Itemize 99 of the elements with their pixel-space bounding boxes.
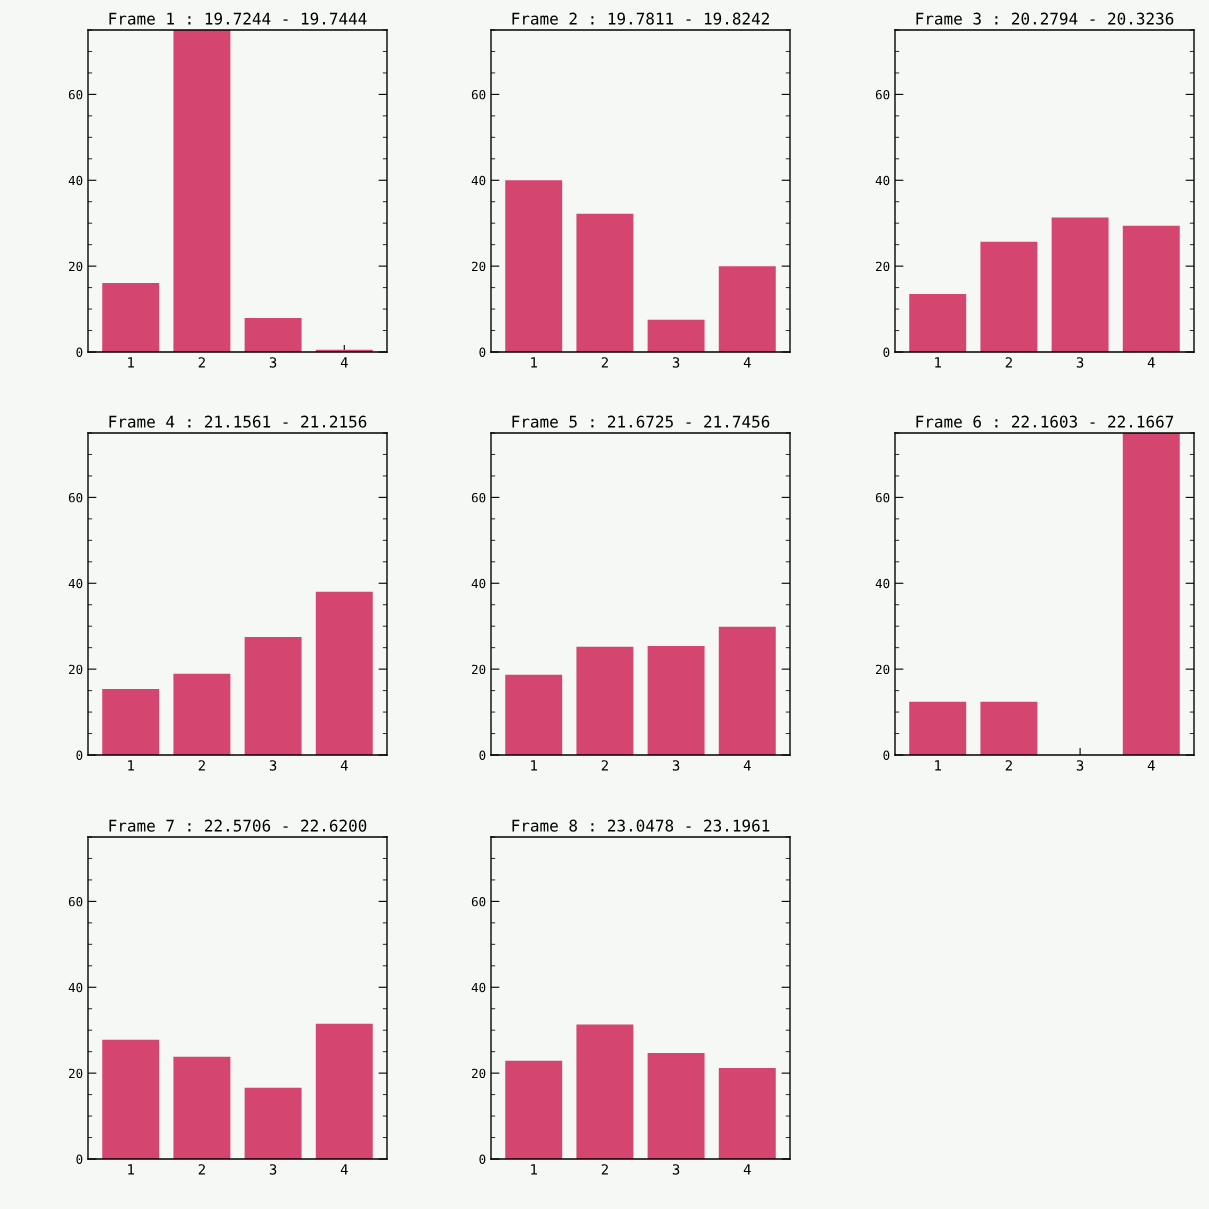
- y-tick-label: 40: [68, 578, 83, 589]
- bar: [718, 266, 776, 352]
- chart-title: Frame 2 : 19.7811 - 19.8242: [512, 12, 769, 25]
- y-tick-label: 0: [479, 347, 486, 357]
- bar: [244, 318, 302, 352]
- bar: [102, 688, 160, 755]
- x-tick-label: 3: [1076, 357, 1084, 368]
- bar: [244, 1087, 302, 1159]
- y-tick-label: 60: [875, 89, 890, 100]
- y-tick-label: 0: [883, 347, 890, 357]
- y-tick-label: 20: [876, 261, 890, 272]
- x-tick-label: 4: [1147, 760, 1155, 771]
- x-tick-label: 3: [269, 357, 277, 368]
- x-tick-label: 3: [269, 760, 277, 771]
- y-tick-label: 60: [68, 492, 83, 503]
- x-tick-label: 2: [601, 760, 608, 771]
- x-tick-label: 4: [340, 760, 348, 771]
- bar: [718, 1067, 776, 1159]
- y-tick-label: 60: [471, 492, 486, 503]
- y-tick-label: 0: [883, 750, 890, 760]
- x-tick-label: 2: [1005, 357, 1012, 368]
- bar: [647, 645, 705, 755]
- x-tick-label: 2: [198, 1164, 205, 1175]
- x-tick-label: 1: [531, 1164, 537, 1175]
- bar: [1122, 225, 1180, 352]
- x-tick-label: 2: [1005, 760, 1012, 771]
- y-tick-label: 20: [69, 261, 83, 272]
- bar: [315, 1023, 373, 1159]
- bar: [505, 180, 563, 352]
- x-tick-label: 2: [198, 357, 205, 368]
- y-tick-label: 20: [472, 664, 486, 675]
- y-tick-label: 0: [76, 347, 83, 357]
- bar: [718, 626, 776, 755]
- x-tick-label: 3: [672, 357, 680, 368]
- chart-title: Frame 4 : 21.1561 - 21.2156: [109, 415, 367, 428]
- bar: [1051, 217, 1109, 352]
- y-tick-label: 0: [76, 1154, 83, 1164]
- y-tick-label: 60: [471, 89, 486, 100]
- y-tick-label: 0: [479, 750, 486, 760]
- bar: [505, 1060, 563, 1159]
- bar: [647, 319, 705, 352]
- bar: [576, 646, 634, 755]
- y-tick-label: 20: [69, 1068, 83, 1079]
- y-tick-label: 20: [472, 261, 486, 272]
- y-tick-label: 60: [875, 492, 890, 503]
- y-tick-label: 40: [471, 578, 486, 589]
- y-tick-label: 20: [876, 664, 890, 675]
- bar: [315, 591, 373, 755]
- bar: [576, 213, 634, 352]
- y-tick-label: 60: [68, 896, 83, 907]
- x-tick-label: 2: [198, 760, 205, 771]
- x-tick-label: 2: [601, 1164, 608, 1175]
- y-tick-label: 0: [479, 1154, 486, 1164]
- bar: [576, 1024, 634, 1159]
- x-tick-label: 1: [531, 760, 537, 771]
- x-tick-label: 4: [1147, 357, 1155, 368]
- bar: [909, 294, 967, 352]
- chart-title: Frame 5 : 21.6725 - 21.7456: [512, 415, 770, 428]
- y-tick-label: 20: [69, 664, 83, 675]
- y-tick-label: 0: [76, 750, 83, 760]
- x-tick-label: 4: [743, 1164, 751, 1175]
- bar: [102, 1039, 160, 1159]
- y-tick-label: 40: [471, 982, 486, 993]
- x-tick-label: 1: [935, 760, 941, 771]
- x-tick-label: 3: [672, 1164, 680, 1175]
- x-tick-label: 4: [743, 760, 751, 771]
- y-tick-label: 40: [68, 982, 83, 993]
- y-tick-label: 40: [875, 175, 890, 186]
- x-tick-label: 1: [128, 1164, 134, 1175]
- bar: [244, 636, 302, 755]
- y-tick-label: 60: [68, 89, 83, 100]
- bar: [102, 282, 160, 352]
- x-tick-label: 3: [269, 1164, 277, 1175]
- y-tick-label: 60: [471, 896, 486, 907]
- bar: [505, 674, 563, 755]
- x-tick-label: 1: [128, 760, 134, 771]
- x-tick-label: 1: [531, 357, 537, 368]
- bar: [647, 1052, 705, 1159]
- bar: [173, 673, 231, 755]
- x-tick-label: 4: [340, 357, 348, 368]
- x-tick-label: 1: [128, 357, 134, 368]
- y-tick-label: 40: [68, 175, 83, 186]
- chart-title: Frame 8 : 23.0478 - 23.1961: [512, 819, 770, 832]
- chart-title: Frame 3 : 20.2794 - 20.3236: [916, 12, 1174, 25]
- x-tick-label: 3: [1076, 760, 1084, 771]
- bar: [173, 1056, 231, 1159]
- x-tick-label: 4: [743, 357, 751, 368]
- chart-title: Frame 6 : 22.1603 - 22.1667: [916, 415, 1174, 428]
- y-tick-label: 40: [875, 578, 890, 589]
- x-tick-label: 1: [935, 357, 941, 368]
- x-tick-label: 3: [672, 760, 680, 771]
- chart-title: Frame 1 : 19.7244 - 19.7444: [109, 12, 367, 25]
- x-tick-label: 4: [340, 1164, 348, 1175]
- chart-title: Frame 7 : 22.5706 - 22.6200: [109, 819, 367, 832]
- y-tick-label: 40: [471, 175, 486, 186]
- bar: [173, 30, 231, 352]
- x-tick-label: 2: [601, 357, 608, 368]
- y-tick-label: 20: [472, 1068, 486, 1079]
- bar: [980, 241, 1038, 352]
